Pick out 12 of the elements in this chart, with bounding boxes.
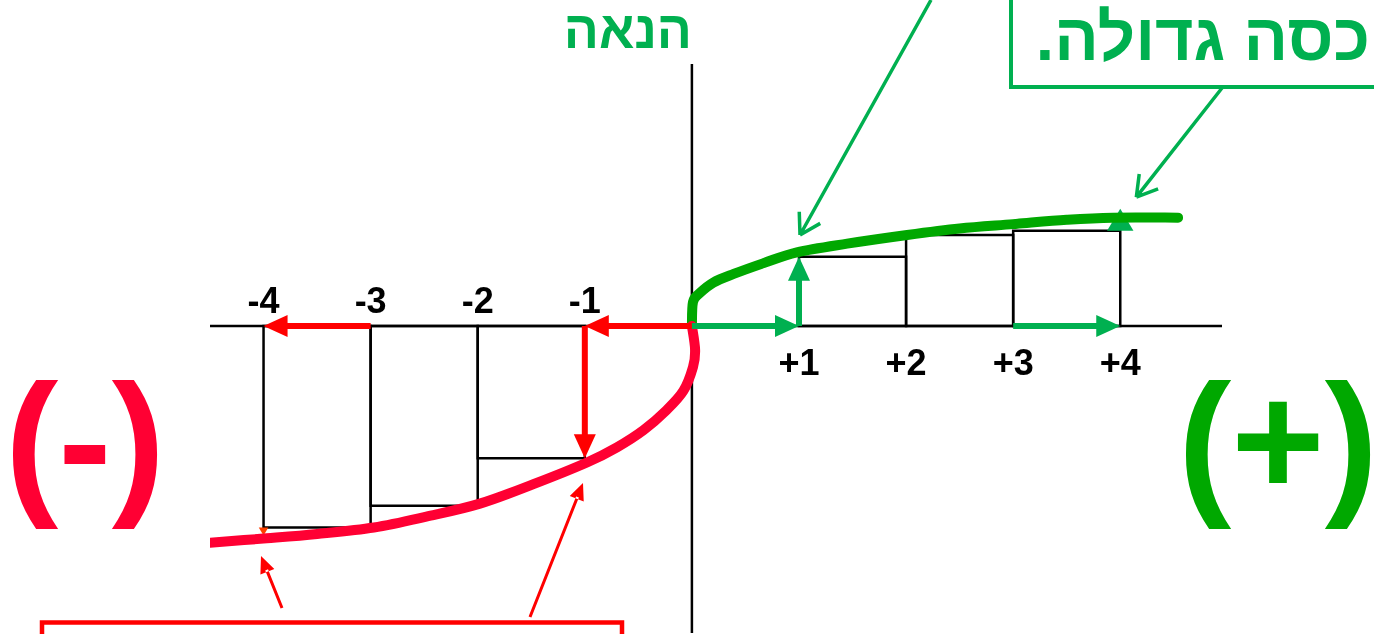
- text: (-): [5, 351, 165, 530]
- x2-tick-label: -3: [354, 279, 387, 321]
- x-tick-label: +1: [778, 341, 820, 383]
- x-tick-label: +2: [885, 341, 927, 383]
- x-tick-label: +4: [1099, 341, 1141, 383]
- x2-tick-label: -2: [461, 279, 494, 321]
- x2-tick-label: -1: [568, 279, 601, 321]
- x2-tick-label: -4: [247, 279, 280, 321]
- annotation: (+): [1178, 351, 1374, 530]
- x-tick-label: +3: [992, 341, 1034, 383]
- annotation: כסה גדולה.: [1035, 0, 1370, 74]
- y-axis-title: הנאה: [563, 1, 692, 59]
